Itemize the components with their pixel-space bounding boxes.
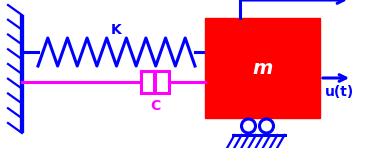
Text: K: K: [111, 23, 122, 37]
Bar: [141, 71, 169, 93]
Text: m: m: [252, 58, 273, 78]
Text: C: C: [150, 99, 160, 113]
Bar: [205, 18, 320, 118]
Text: u(t): u(t): [325, 85, 354, 99]
